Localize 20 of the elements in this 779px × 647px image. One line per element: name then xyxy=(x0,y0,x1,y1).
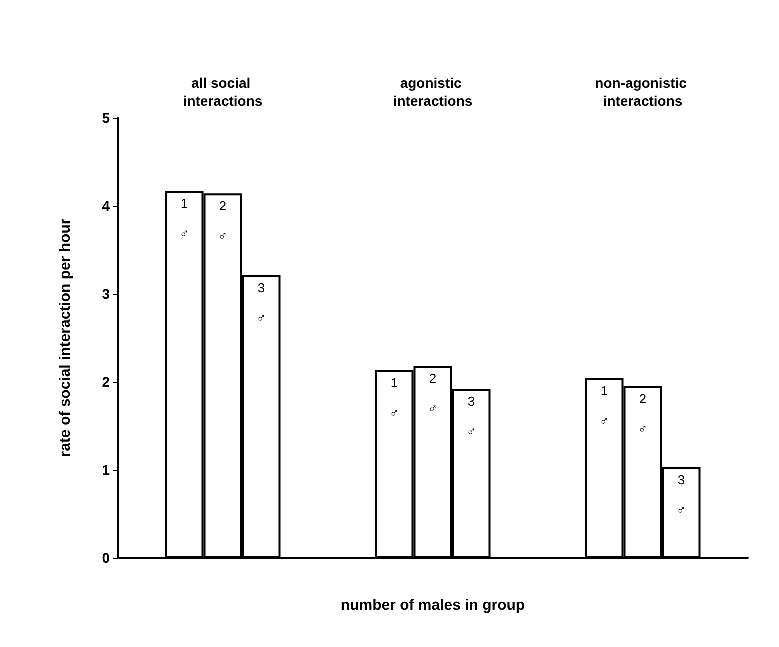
y-tick-label: 3 xyxy=(102,286,110,302)
text: 2 ♂ xyxy=(428,371,438,416)
text: 3 ♂ xyxy=(466,394,476,440)
y-axis-title: rate of social interaction per hour xyxy=(57,218,74,458)
y-tick-label: 1 xyxy=(102,462,110,478)
x-axis-title: number of males in group xyxy=(340,597,526,614)
x-tick-label: agonistic interactions xyxy=(393,75,473,109)
x-tick-label: all social interactions xyxy=(183,75,263,109)
text: 3 ♂ xyxy=(676,472,686,518)
y-tick-label: 0 xyxy=(102,550,110,566)
y-tick-label: 5 xyxy=(102,110,110,126)
text: 1 ♂ xyxy=(390,376,400,421)
series-label: 2 ♂ xyxy=(218,198,228,244)
y-tick-label: 4 xyxy=(102,198,110,214)
series-label: 3 ♂ xyxy=(256,280,266,326)
x-tick-label: non-agonistic interactions xyxy=(595,75,691,109)
series-label: 1 ♂ xyxy=(180,196,190,242)
y-tick-label: 2 xyxy=(102,374,110,390)
text: 1 ♂ xyxy=(600,383,610,428)
text: 2 ♂ xyxy=(638,391,648,436)
